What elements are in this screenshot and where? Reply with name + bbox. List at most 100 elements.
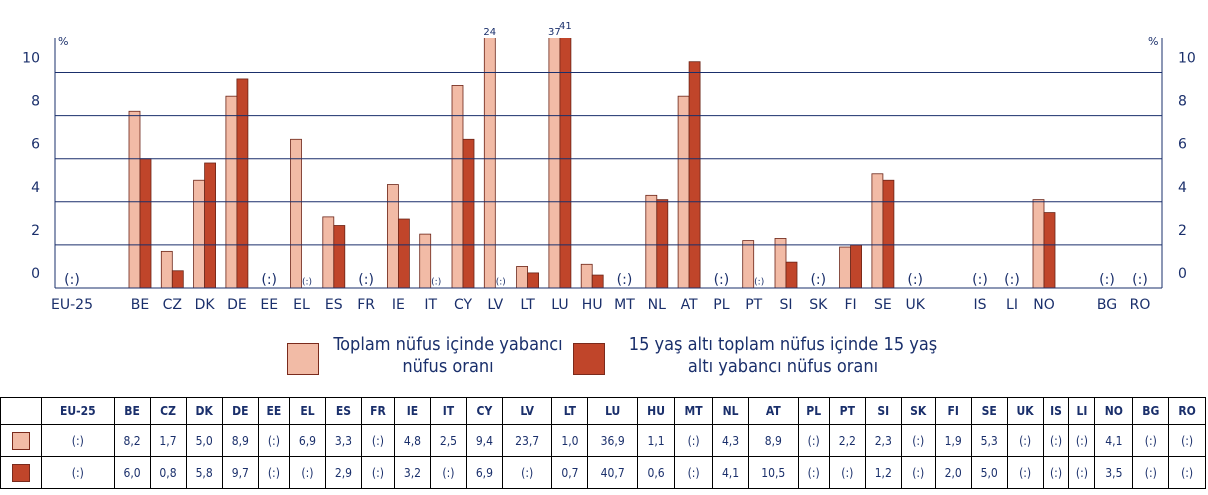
x-tick-label: SE: [874, 297, 892, 313]
table-cell: (:): [674, 424, 714, 457]
table-cell: (:): [1132, 424, 1170, 457]
table-cell: 0,6: [636, 456, 676, 489]
table-header: NO: [1094, 397, 1134, 425]
unit-label-right: %: [1148, 35, 1158, 48]
table-header: DE: [221, 397, 259, 425]
table-cell: 1,9: [934, 424, 972, 457]
x-tick-label: IT: [424, 297, 437, 313]
table-cell: 8,9: [221, 424, 259, 457]
x-tick-label: SI: [779, 297, 792, 313]
table-header: DK: [185, 397, 223, 425]
x-tick-label: LV: [487, 297, 503, 313]
y-tick-label-right: 4: [1178, 180, 1187, 196]
table-header: IS: [1042, 397, 1070, 425]
table-header: EE: [257, 397, 290, 425]
table-header: CZ: [149, 397, 187, 425]
table-cell: 3,2: [393, 456, 431, 489]
missing-label: (:): [972, 272, 988, 288]
table-cell: 5,3: [970, 424, 1008, 457]
table-cell: 6,0: [113, 456, 151, 489]
table-cell: 23,7: [501, 424, 553, 457]
table-row: (:) 8,2 1,7 5,0 8,9 (:) 6,9 3,3 (:) 4,8 2,5 9,4 23,7…: [0, 424, 1206, 457]
table-cell: (:): [360, 424, 395, 457]
x-tick-label: EL: [293, 297, 310, 313]
table-header: UK: [1006, 397, 1044, 425]
bar: [850, 244, 862, 288]
table-cell: 8,2: [113, 424, 151, 457]
table-cell: 0,7: [551, 456, 589, 489]
bar: [204, 162, 217, 288]
table-cell: (:): [828, 456, 866, 489]
x-tick-label: PT: [745, 297, 762, 313]
table-corner: [0, 397, 42, 425]
y-tick-label: 2: [31, 223, 40, 239]
bar: [839, 246, 851, 288]
table-cell: (:): [360, 456, 395, 489]
table-cell: (:): [1068, 424, 1096, 457]
missing-label: (:): [431, 278, 441, 288]
y-tick-label-right: 8: [1178, 94, 1187, 110]
x-tick-label: FR: [357, 297, 375, 313]
missing-label: (:): [907, 272, 923, 288]
bar: [462, 138, 475, 288]
table-header: LU: [587, 397, 638, 425]
legend-swatch: [573, 343, 605, 375]
table-cell: (:): [288, 456, 326, 489]
table-cell: 5,8: [185, 456, 223, 489]
table-header: LI: [1068, 397, 1096, 425]
x-tick-label: MT: [614, 297, 635, 313]
x-tick-label: RO: [1130, 297, 1151, 313]
missing-label: (:): [617, 272, 633, 288]
table-header: IT: [429, 397, 467, 425]
missing-label: (:): [1099, 272, 1115, 288]
bar: [677, 95, 690, 288]
table-cell: 2,0: [934, 456, 972, 489]
y-tick-label-right: 6: [1178, 137, 1187, 153]
x-tick-label: UK: [905, 297, 925, 313]
table-cell: 0,8: [149, 456, 187, 489]
table-cell: (:): [797, 424, 830, 457]
table-cell: 6,9: [288, 424, 326, 457]
x-tick-label: AT: [681, 297, 698, 313]
legend-label: 15 yaş altı toplam nüfus içinde 15 yaş a…: [628, 334, 938, 377]
x-tick-label: IS: [973, 297, 986, 313]
table-header: LT: [551, 397, 589, 425]
table-cell: (:): [1006, 456, 1044, 489]
table-header: BG: [1132, 397, 1170, 425]
x-tick-label: PL: [713, 297, 729, 313]
x-tick-label: LI: [1006, 297, 1018, 313]
x-tick-label: LU: [551, 297, 568, 313]
y-tick-label-right: 10: [1178, 50, 1196, 66]
data-table: EU-25 BE CZ DK DE EE EL ES FR IE IT CY LV LT LU HU MT NL A…: [0, 397, 1206, 489]
overflow-label: 37: [548, 27, 561, 38]
bar: [397, 218, 410, 288]
y-tick-label: 8: [31, 94, 40, 110]
x-tick-label: ES: [325, 297, 343, 313]
row-swatch: [12, 431, 30, 450]
table-header: IE: [393, 397, 431, 425]
row-swatch: [12, 463, 30, 482]
row-key: [0, 456, 42, 489]
table-cell: 5,0: [970, 456, 1008, 489]
table-cell: 36,9: [587, 424, 638, 457]
x-tick-label: EU-25: [51, 297, 93, 313]
legend-label: Toplam nüfus içinde yabancı nüfus oranı: [333, 334, 563, 377]
y-tick-label-right: 2: [1178, 223, 1187, 239]
table-header: EL: [288, 397, 326, 425]
table-header: AT: [748, 397, 799, 425]
bar: [139, 158, 152, 288]
table-cell: 3,3: [324, 424, 362, 457]
x-tick-label: BE: [131, 297, 149, 313]
missing-label: (:): [64, 272, 80, 288]
table-cell: 1,2: [864, 456, 902, 489]
row-key: [0, 424, 42, 457]
missing-label: (:): [496, 278, 506, 288]
missing-label: (:): [754, 278, 764, 288]
table-header: FI: [934, 397, 972, 425]
table-cell: 3,5: [1094, 456, 1134, 489]
table-cell: (:): [257, 424, 290, 457]
x-tick-label: BG: [1097, 297, 1117, 313]
table-header: HU: [636, 397, 676, 425]
bar: [548, 38, 561, 288]
